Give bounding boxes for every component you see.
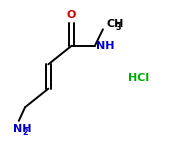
Text: NH: NH	[13, 124, 32, 134]
Text: NH: NH	[96, 41, 114, 51]
Text: HCl: HCl	[128, 73, 149, 83]
Text: CH: CH	[107, 19, 124, 29]
Text: 3: 3	[116, 23, 121, 32]
Text: 2: 2	[23, 129, 28, 137]
Text: O: O	[66, 10, 75, 20]
